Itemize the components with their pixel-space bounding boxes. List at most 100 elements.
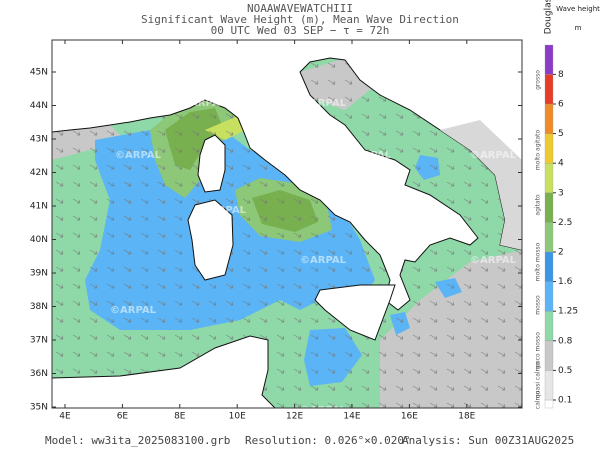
direction-arrow <box>446 402 455 408</box>
direction-arrow <box>157 283 166 289</box>
direction-arrow <box>446 300 455 306</box>
direction-arrow <box>106 368 115 374</box>
direction-arrow <box>446 368 455 374</box>
watermark: ©ARPAL <box>300 405 347 416</box>
colorbar-label: 3 <box>558 188 564 198</box>
direction-arrow <box>412 164 421 170</box>
direction-arrow <box>344 249 353 255</box>
direction-arrow <box>106 334 115 340</box>
land-corsica <box>197 134 226 193</box>
watermark: ©ARPAL <box>115 150 162 161</box>
direction-arrow <box>72 334 81 340</box>
direction-arrow <box>395 113 404 119</box>
direction-arrow <box>463 181 472 187</box>
colorbar-label: 0.1 <box>558 396 572 406</box>
direction-arrow <box>191 147 200 153</box>
direction-arrow <box>191 334 200 340</box>
direction-arrow <box>310 62 319 68</box>
direction-arrow <box>72 147 81 153</box>
land-mainland <box>52 40 522 311</box>
direction-arrow <box>293 249 302 255</box>
direction-arrow <box>242 300 251 306</box>
direction-arrow <box>123 232 132 238</box>
douglas-label: molto mosso <box>535 242 542 281</box>
colorbar-label: 2 <box>558 248 564 258</box>
direction-arrow <box>327 368 336 374</box>
direction-arrow <box>378 368 387 374</box>
direction-arrow <box>310 351 319 357</box>
direction-arrow <box>140 215 149 221</box>
lon-tick-label: 8E <box>174 412 186 422</box>
direction-arrow <box>208 283 217 289</box>
colorbar-label: 1.6 <box>558 277 573 287</box>
direction-arrow <box>276 351 285 357</box>
direction-arrow <box>106 283 115 289</box>
direction-arrow <box>463 266 472 272</box>
footer-model: Model: ww3ita_2025083100.grb <box>45 434 230 447</box>
direction-arrow <box>412 385 421 391</box>
direction-arrow <box>344 96 353 102</box>
direction-arrow <box>412 147 421 153</box>
direction-arrow <box>106 215 115 221</box>
wave-field <box>304 328 362 386</box>
direction-arrow <box>327 317 336 323</box>
direction-arrow <box>123 249 132 255</box>
lat-tick-label: 42N <box>30 168 48 178</box>
direction-arrow <box>480 317 489 323</box>
direction-arrow <box>106 181 115 187</box>
direction-arrow <box>106 130 115 136</box>
direction-arrow <box>89 181 98 187</box>
calm-sea-field <box>52 125 125 160</box>
direction-arrow <box>293 368 302 374</box>
lat-tick-label: 44N <box>30 101 48 111</box>
colorbar-label: 4 <box>558 159 564 169</box>
direction-arrow <box>55 215 64 221</box>
colorbar-band <box>544 133 554 164</box>
direction-arrow <box>157 334 166 340</box>
direction-arrow <box>361 96 370 102</box>
footer-resolution: Resolution: 0.026°×0.020° <box>245 434 411 447</box>
watermark: ©ARPAL <box>470 255 517 266</box>
direction-arrow <box>225 283 234 289</box>
direction-arrow <box>497 351 506 357</box>
direction-arrow <box>140 198 149 204</box>
direction-arrow <box>480 385 489 391</box>
map-frame <box>51 39 523 409</box>
direction-arrow <box>497 385 506 391</box>
direction-arrow <box>497 300 506 306</box>
direction-arrow <box>497 368 506 374</box>
douglas-label: poco mosso <box>535 332 542 368</box>
direction-arrow <box>429 317 438 323</box>
direction-arrow <box>429 164 438 170</box>
direction-arrow <box>446 198 455 204</box>
direction-arrow <box>259 164 268 170</box>
direction-arrow <box>174 317 183 323</box>
direction-arrow <box>242 181 251 187</box>
direction-arrow <box>140 164 149 170</box>
direction-arrow <box>429 147 438 153</box>
direction-arrow <box>310 334 319 340</box>
direction-arrow <box>310 317 319 323</box>
douglas-label: calmo <box>535 391 542 409</box>
direction-arrow <box>480 334 489 340</box>
direction-arrow <box>480 249 489 255</box>
lat-tick-label: 43N <box>30 135 48 145</box>
direction-arrow <box>72 249 81 255</box>
direction-arrow <box>259 198 268 204</box>
direction-arrow <box>412 351 421 357</box>
direction-arrow <box>72 317 81 323</box>
direction-arrow <box>89 232 98 238</box>
direction-arrow <box>344 385 353 391</box>
direction-arrow <box>123 300 132 306</box>
direction-arrow <box>106 232 115 238</box>
watermark: ©ARPAL <box>105 47 152 58</box>
direction-arrow <box>174 198 183 204</box>
direction-arrow <box>55 368 64 374</box>
direction-arrow <box>89 300 98 306</box>
direction-arrow <box>429 283 438 289</box>
direction-arrow <box>225 130 234 136</box>
direction-arrow <box>429 249 438 255</box>
direction-arrow <box>463 351 472 357</box>
direction-arrow <box>191 130 200 136</box>
direction-arrow <box>157 164 166 170</box>
